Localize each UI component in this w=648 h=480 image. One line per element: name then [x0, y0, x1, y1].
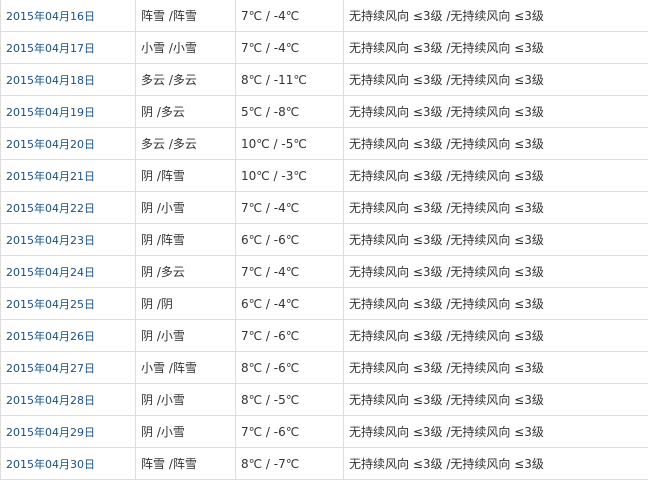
temperature-cell: 7℃ / -4℃ [235, 31, 344, 64]
temperature-cell: 5℃ / -8℃ [235, 95, 344, 128]
date-link[interactable]: 2015年04月23日 [6, 233, 95, 247]
date-link[interactable]: 2015年04月21日 [6, 169, 95, 183]
temperature-cell: 7℃ / -4℃ [235, 191, 344, 224]
date-link[interactable]: 2015年04月24日 [6, 265, 95, 279]
wind-cell: 无持续风向 ≤3级 /无持续风向 ≤3级 [343, 31, 648, 64]
table-row: 2015年04月16日 阵雪 /阵雪 7℃ / -4℃ 无持续风向 ≤3级 /无… [0, 0, 648, 32]
weather-cell: 阴 /小雪 [135, 415, 236, 448]
date-cell: 2015年04月16日 [0, 0, 136, 32]
temperature-cell: 10℃ / -5℃ [235, 127, 344, 160]
temperature-cell: 7℃ / -6℃ [235, 415, 344, 448]
date-link[interactable]: 2015年04月28日 [6, 393, 95, 407]
date-link[interactable]: 2015年04月17日 [6, 41, 95, 55]
temperature-cell: 7℃ / -6℃ [235, 319, 344, 352]
weather-cell: 多云 /多云 [135, 63, 236, 96]
weather-cell: 阴 /小雪 [135, 319, 236, 352]
table-row: 2015年04月25日 阴 /阴 6℃ / -4℃ 无持续风向 ≤3级 /无持续… [0, 287, 648, 320]
table-row: 2015年04月29日 阴 /小雪 7℃ / -6℃ 无持续风向 ≤3级 /无持… [0, 415, 648, 448]
table-row: 2015年04月27日 小雪 /阵雪 8℃ / -6℃ 无持续风向 ≤3级 /无… [0, 351, 648, 384]
date-link[interactable]: 2015年04月22日 [6, 201, 95, 215]
table-row: 2015年04月19日 阴 /多云 5℃ / -8℃ 无持续风向 ≤3级 /无持… [0, 95, 648, 128]
temperature-cell: 10℃ / -3℃ [235, 159, 344, 192]
wind-cell: 无持续风向 ≤3级 /无持续风向 ≤3级 [343, 191, 648, 224]
weather-cell: 阴 /多云 [135, 95, 236, 128]
wind-cell: 无持续风向 ≤3级 /无持续风向 ≤3级 [343, 351, 648, 384]
date-link[interactable]: 2015年04月30日 [6, 457, 95, 471]
date-link[interactable]: 2015年04月20日 [6, 137, 95, 151]
weather-cell: 阴 /小雪 [135, 191, 236, 224]
weather-cell: 小雪 /阵雪 [135, 351, 236, 384]
wind-cell: 无持续风向 ≤3级 /无持续风向 ≤3级 [343, 223, 648, 256]
date-cell: 2015年04月24日 [0, 255, 136, 288]
weather-cell: 多云 /多云 [135, 127, 236, 160]
weather-cell: 阴 /阵雪 [135, 159, 236, 192]
wind-cell: 无持续风向 ≤3级 /无持续风向 ≤3级 [343, 127, 648, 160]
weather-cell: 小雪 /小雪 [135, 31, 236, 64]
date-cell: 2015年04月25日 [0, 287, 136, 320]
date-cell: 2015年04月26日 [0, 319, 136, 352]
date-cell: 2015年04月21日 [0, 159, 136, 192]
weather-cell: 阴 /阴 [135, 287, 236, 320]
table-row: 2015年04月17日 小雪 /小雪 7℃ / -4℃ 无持续风向 ≤3级 /无… [0, 31, 648, 64]
temperature-cell: 8℃ / -7℃ [235, 447, 344, 480]
date-cell: 2015年04月30日 [0, 447, 136, 480]
temperature-cell: 8℃ / -5℃ [235, 383, 344, 416]
weather-cell: 阵雪 /阵雪 [135, 447, 236, 480]
table-row: 2015年04月30日 阵雪 /阵雪 8℃ / -7℃ 无持续风向 ≤3级 /无… [0, 447, 648, 480]
date-cell: 2015年04月27日 [0, 351, 136, 384]
wind-cell: 无持续风向 ≤3级 /无持续风向 ≤3级 [343, 255, 648, 288]
weather-cell: 阴 /多云 [135, 255, 236, 288]
date-link[interactable]: 2015年04月18日 [6, 73, 95, 87]
wind-cell: 无持续风向 ≤3级 /无持续风向 ≤3级 [343, 319, 648, 352]
date-link[interactable]: 2015年04月27日 [6, 361, 95, 375]
weather-cell: 阴 /阵雪 [135, 223, 236, 256]
table-row: 2015年04月22日 阴 /小雪 7℃ / -4℃ 无持续风向 ≤3级 /无持… [0, 191, 648, 224]
weather-cell: 阴 /小雪 [135, 383, 236, 416]
wind-cell: 无持续风向 ≤3级 /无持续风向 ≤3级 [343, 415, 648, 448]
date-cell: 2015年04月20日 [0, 127, 136, 160]
date-link[interactable]: 2015年04月29日 [6, 425, 95, 439]
date-link[interactable]: 2015年04月25日 [6, 297, 95, 311]
temperature-cell: 6℃ / -6℃ [235, 223, 344, 256]
date-cell: 2015年04月17日 [0, 31, 136, 64]
table-row: 2015年04月21日 阴 /阵雪 10℃ / -3℃ 无持续风向 ≤3级 /无… [0, 159, 648, 192]
table-row: 2015年04月20日 多云 /多云 10℃ / -5℃ 无持续风向 ≤3级 /… [0, 127, 648, 160]
table-row: 2015年04月18日 多云 /多云 8℃ / -11℃ 无持续风向 ≤3级 /… [0, 63, 648, 96]
wind-cell: 无持续风向 ≤3级 /无持续风向 ≤3级 [343, 63, 648, 96]
date-cell: 2015年04月23日 [0, 223, 136, 256]
temperature-cell: 7℃ / -4℃ [235, 255, 344, 288]
table-row: 2015年04月23日 阴 /阵雪 6℃ / -6℃ 无持续风向 ≤3级 /无持… [0, 223, 648, 256]
date-link[interactable]: 2015年04月19日 [6, 105, 95, 119]
wind-cell: 无持续风向 ≤3级 /无持续风向 ≤3级 [343, 383, 648, 416]
date-cell: 2015年04月19日 [0, 95, 136, 128]
date-link[interactable]: 2015年04月16日 [6, 9, 95, 23]
temperature-cell: 7℃ / -4℃ [235, 0, 344, 32]
wind-cell: 无持续风向 ≤3级 /无持续风向 ≤3级 [343, 95, 648, 128]
date-cell: 2015年04月22日 [0, 191, 136, 224]
wind-cell: 无持续风向 ≤3级 /无持续风向 ≤3级 [343, 0, 648, 32]
temperature-cell: 8℃ / -6℃ [235, 351, 344, 384]
wind-cell: 无持续风向 ≤3级 /无持续风向 ≤3级 [343, 159, 648, 192]
temperature-cell: 8℃ / -11℃ [235, 63, 344, 96]
wind-cell: 无持续风向 ≤3级 /无持续风向 ≤3级 [343, 447, 648, 480]
date-link[interactable]: 2015年04月26日 [6, 329, 95, 343]
temperature-cell: 6℃ / -4℃ [235, 287, 344, 320]
date-cell: 2015年04月28日 [0, 383, 136, 416]
date-cell: 2015年04月29日 [0, 415, 136, 448]
wind-cell: 无持续风向 ≤3级 /无持续风向 ≤3级 [343, 287, 648, 320]
date-cell: 2015年04月18日 [0, 63, 136, 96]
weather-cell: 阵雪 /阵雪 [135, 0, 236, 32]
table-row: 2015年04月26日 阴 /小雪 7℃ / -6℃ 无持续风向 ≤3级 /无持… [0, 319, 648, 352]
table-row: 2015年04月24日 阴 /多云 7℃ / -4℃ 无持续风向 ≤3级 /无持… [0, 255, 648, 288]
table-row: 2015年04月28日 阴 /小雪 8℃ / -5℃ 无持续风向 ≤3级 /无持… [0, 383, 648, 416]
